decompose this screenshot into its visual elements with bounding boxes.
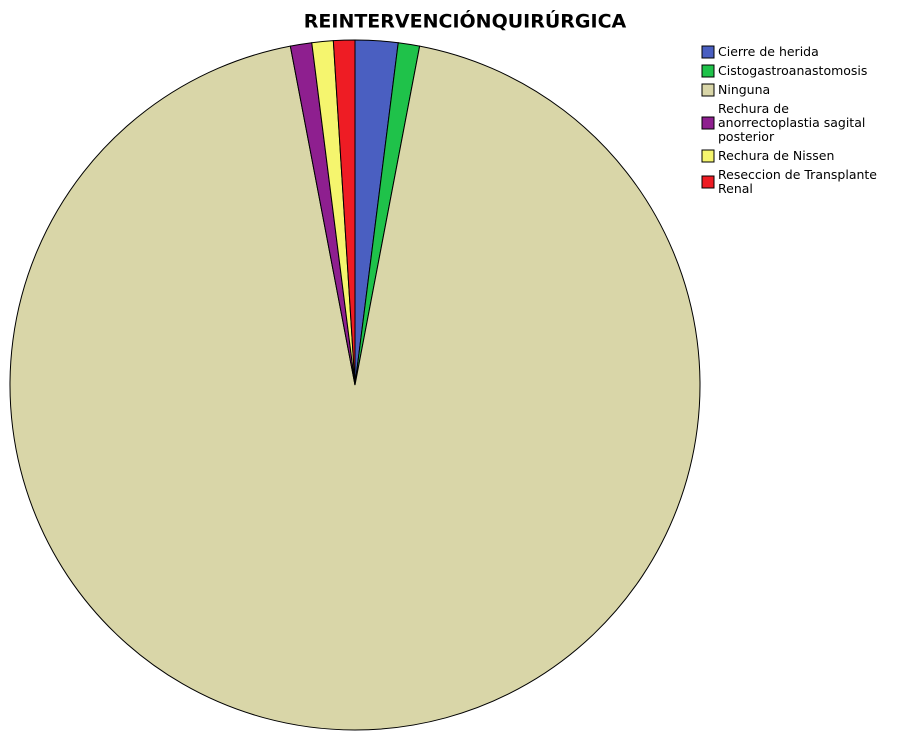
legend-label: Rechura de anorrectoplastia sagital poster… — [718, 101, 865, 144]
chart-title: REINTERVENCIÓNQUIRÚRGICA — [304, 9, 627, 33]
legend-swatch — [701, 116, 715, 130]
pie-slice — [9, 45, 701, 731]
legend-label: Rechura de Nissen — [718, 148, 834, 163]
legend-swatch — [701, 45, 715, 59]
legend-label: Reseccion de Transplante Renal — [718, 167, 877, 196]
legend-swatch — [701, 83, 715, 97]
pie-slice — [332, 39, 356, 386]
legend-label: Cierre de herida — [718, 44, 819, 59]
legend-label: Ninguna — [718, 82, 770, 97]
legend-swatch — [701, 64, 715, 78]
legend-swatch — [701, 175, 715, 189]
legend-swatch — [701, 149, 715, 163]
legend-label: Cistogastroanastomosis — [718, 63, 867, 78]
